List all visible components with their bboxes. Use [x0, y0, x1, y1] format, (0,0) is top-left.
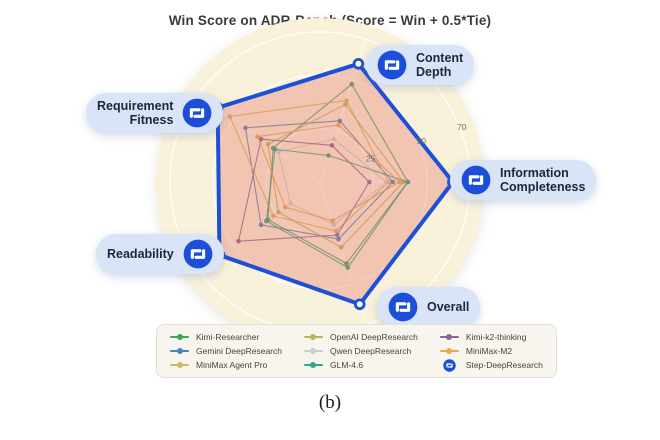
legend-marker-icon [439, 347, 459, 356]
series-marker-Kimi-k2-thinking [329, 143, 335, 148]
series-marker-MiniMax-M2 [330, 218, 335, 224]
step-logo-icon [461, 165, 491, 195]
step-logo-icon [183, 239, 213, 269]
series-marker-MiniMax Agent Pro [227, 114, 233, 119]
series-polygon-Step-DeepResearch [215, 61, 455, 307]
axis-label-requirement-fitness: Requirement Fitness [86, 93, 224, 133]
series-marker-Kimi-k2-thinking [366, 179, 372, 185]
legend-item-Kimi-Researcher: Kimi-Researcher [170, 332, 282, 342]
legend-label: Kimi-Researcher [196, 332, 260, 342]
step-logo-icon [388, 292, 418, 322]
series-marker-Gemini DeepResearch [243, 125, 248, 131]
axis-label-overall: Overall [377, 287, 481, 327]
series-marker-MiniMax Agent Pro [333, 228, 339, 234]
legend-label: MiniMax Agent Pro [196, 360, 268, 370]
axis-label-text: Information Completeness [500, 165, 586, 194]
step-logo-icon [182, 98, 212, 128]
series-marker-Qwen DeepResearch [384, 179, 389, 185]
series-marker-MiniMax-M2 [283, 204, 288, 210]
legend-item-GLM-4.6: GLM-4.6 [303, 360, 418, 370]
series-marker-Kimi-k2-thinking [334, 232, 340, 238]
chart-legend: Kimi-Researcher Gemini DeepResearch MiniMa… [156, 324, 557, 378]
series-marker-Kimi-k2-thinking [236, 238, 241, 244]
series-polygon-MiniMax-M2 [257, 124, 400, 222]
legend-marker-icon [170, 347, 189, 356]
step-logo-icon [440, 361, 459, 370]
radial-tick-label: 70 [457, 122, 467, 132]
series-marker-MiniMax-M2 [255, 134, 260, 139]
series-marker-Step-DeepResearch [353, 298, 366, 311]
series-marker-OpenAI DeepResearch [342, 102, 348, 107]
axis-label-readability: Readability [96, 234, 224, 274]
series-polygon-Kimi-Researcher [267, 83, 409, 265]
series-marker-GLM-4.6 [263, 218, 269, 224]
series-marker-Gemini DeepResearch [337, 118, 343, 124]
series-marker-MiniMax-M2 [336, 122, 341, 128]
series-marker-OpenAI DeepResearch [338, 244, 344, 250]
series-marker-Step-DeepResearch [352, 57, 365, 70]
axis-label-content-depth: Content Depth [366, 45, 475, 85]
axis-label-information-completeness: Information Completeness [450, 160, 597, 200]
series-marker-Gemini DeepResearch [258, 222, 264, 228]
series-marker-GLM-4.6 [405, 179, 411, 185]
series-polygon-Gemini DeepResearch [244, 120, 394, 240]
series-marker-GLM-4.6 [345, 265, 351, 270]
legend-label: Kimi-k2-thinking [465, 332, 527, 342]
legend-label: Step-DeepResearch [465, 360, 543, 370]
figure-caption: (b) [318, 392, 342, 413]
series-marker-Gemini DeepResearch [390, 179, 396, 185]
legend-marker-icon [303, 347, 323, 356]
series-marker-OpenAI DeepResearch [276, 209, 281, 215]
step-logo-icon [377, 50, 407, 80]
legend-item-OpenAI DeepResearch: OpenAI DeepResearch [303, 332, 418, 342]
series-marker-GLM-4.6 [272, 146, 278, 152]
legend-marker-icon [170, 361, 189, 370]
series-marker-Kimi-Researcher [344, 261, 349, 266]
series-marker-Qwen DeepResearch [331, 222, 337, 228]
legend-marker-icon [303, 361, 323, 370]
series-marker-MiniMax Agent Pro [270, 213, 276, 219]
series-marker-Kimi-Researcher [349, 81, 355, 87]
series-marker-GLM-4.6 [326, 153, 331, 158]
series-marker-Qwen DeepResearch [276, 149, 281, 155]
series-marker-Kimi-k2-thinking [258, 136, 264, 142]
legend-marker-icon [170, 333, 189, 342]
series-marker-MiniMax Agent Pro [344, 98, 349, 103]
axis-label-text: Content Depth [416, 50, 464, 79]
legend-label: Gemini DeepResearch [196, 346, 282, 356]
radial-tick-label: 50 [417, 136, 427, 146]
legend-label: OpenAI DeepResearch [329, 332, 418, 342]
legend-label: Qwen DeepResearch [329, 346, 412, 356]
series-marker-Qwen DeepResearch [331, 136, 337, 142]
legend-item-Step-DeepResearch: Step-DeepResearch [440, 360, 543, 370]
series-marker-OpenAI DeepResearch [265, 141, 271, 147]
axis-label-text: Overall [427, 299, 470, 314]
series-polygon-Kimi-k2-thinking [237, 138, 370, 242]
series-polygon-OpenAI DeepResearch [267, 104, 405, 248]
legend-item-Kimi-k2-thinking: Kimi-k2-thinking [439, 332, 543, 342]
legend-marker-icon [303, 333, 323, 342]
series-polygon-MiniMax Agent Pro [229, 99, 390, 232]
legend-marker-icon [439, 333, 459, 342]
series-marker-Gemini DeepResearch [336, 236, 341, 242]
series-marker-Qwen DeepResearch [288, 201, 293, 206]
radial-tick-label: 25 [366, 154, 376, 164]
series-marker-MiniMax-M2 [396, 179, 402, 185]
legend-item-MiniMax-M2: MiniMax-M2 [439, 346, 543, 356]
series-polygon-Qwen DeepResearch [277, 138, 387, 226]
legend-item-MiniMax Agent Pro: MiniMax Agent Pro [170, 360, 282, 370]
legend-item-Qwen DeepResearch: Qwen DeepResearch [303, 346, 418, 356]
legend-label: MiniMax-M2 [465, 346, 513, 356]
legend-item-Gemini DeepResearch: Gemini DeepResearch [170, 346, 282, 356]
legend-label: GLM-4.6 [329, 360, 364, 370]
axis-label-text: Readability [107, 246, 174, 261]
axis-label-text: Requirement Fitness [97, 98, 174, 127]
